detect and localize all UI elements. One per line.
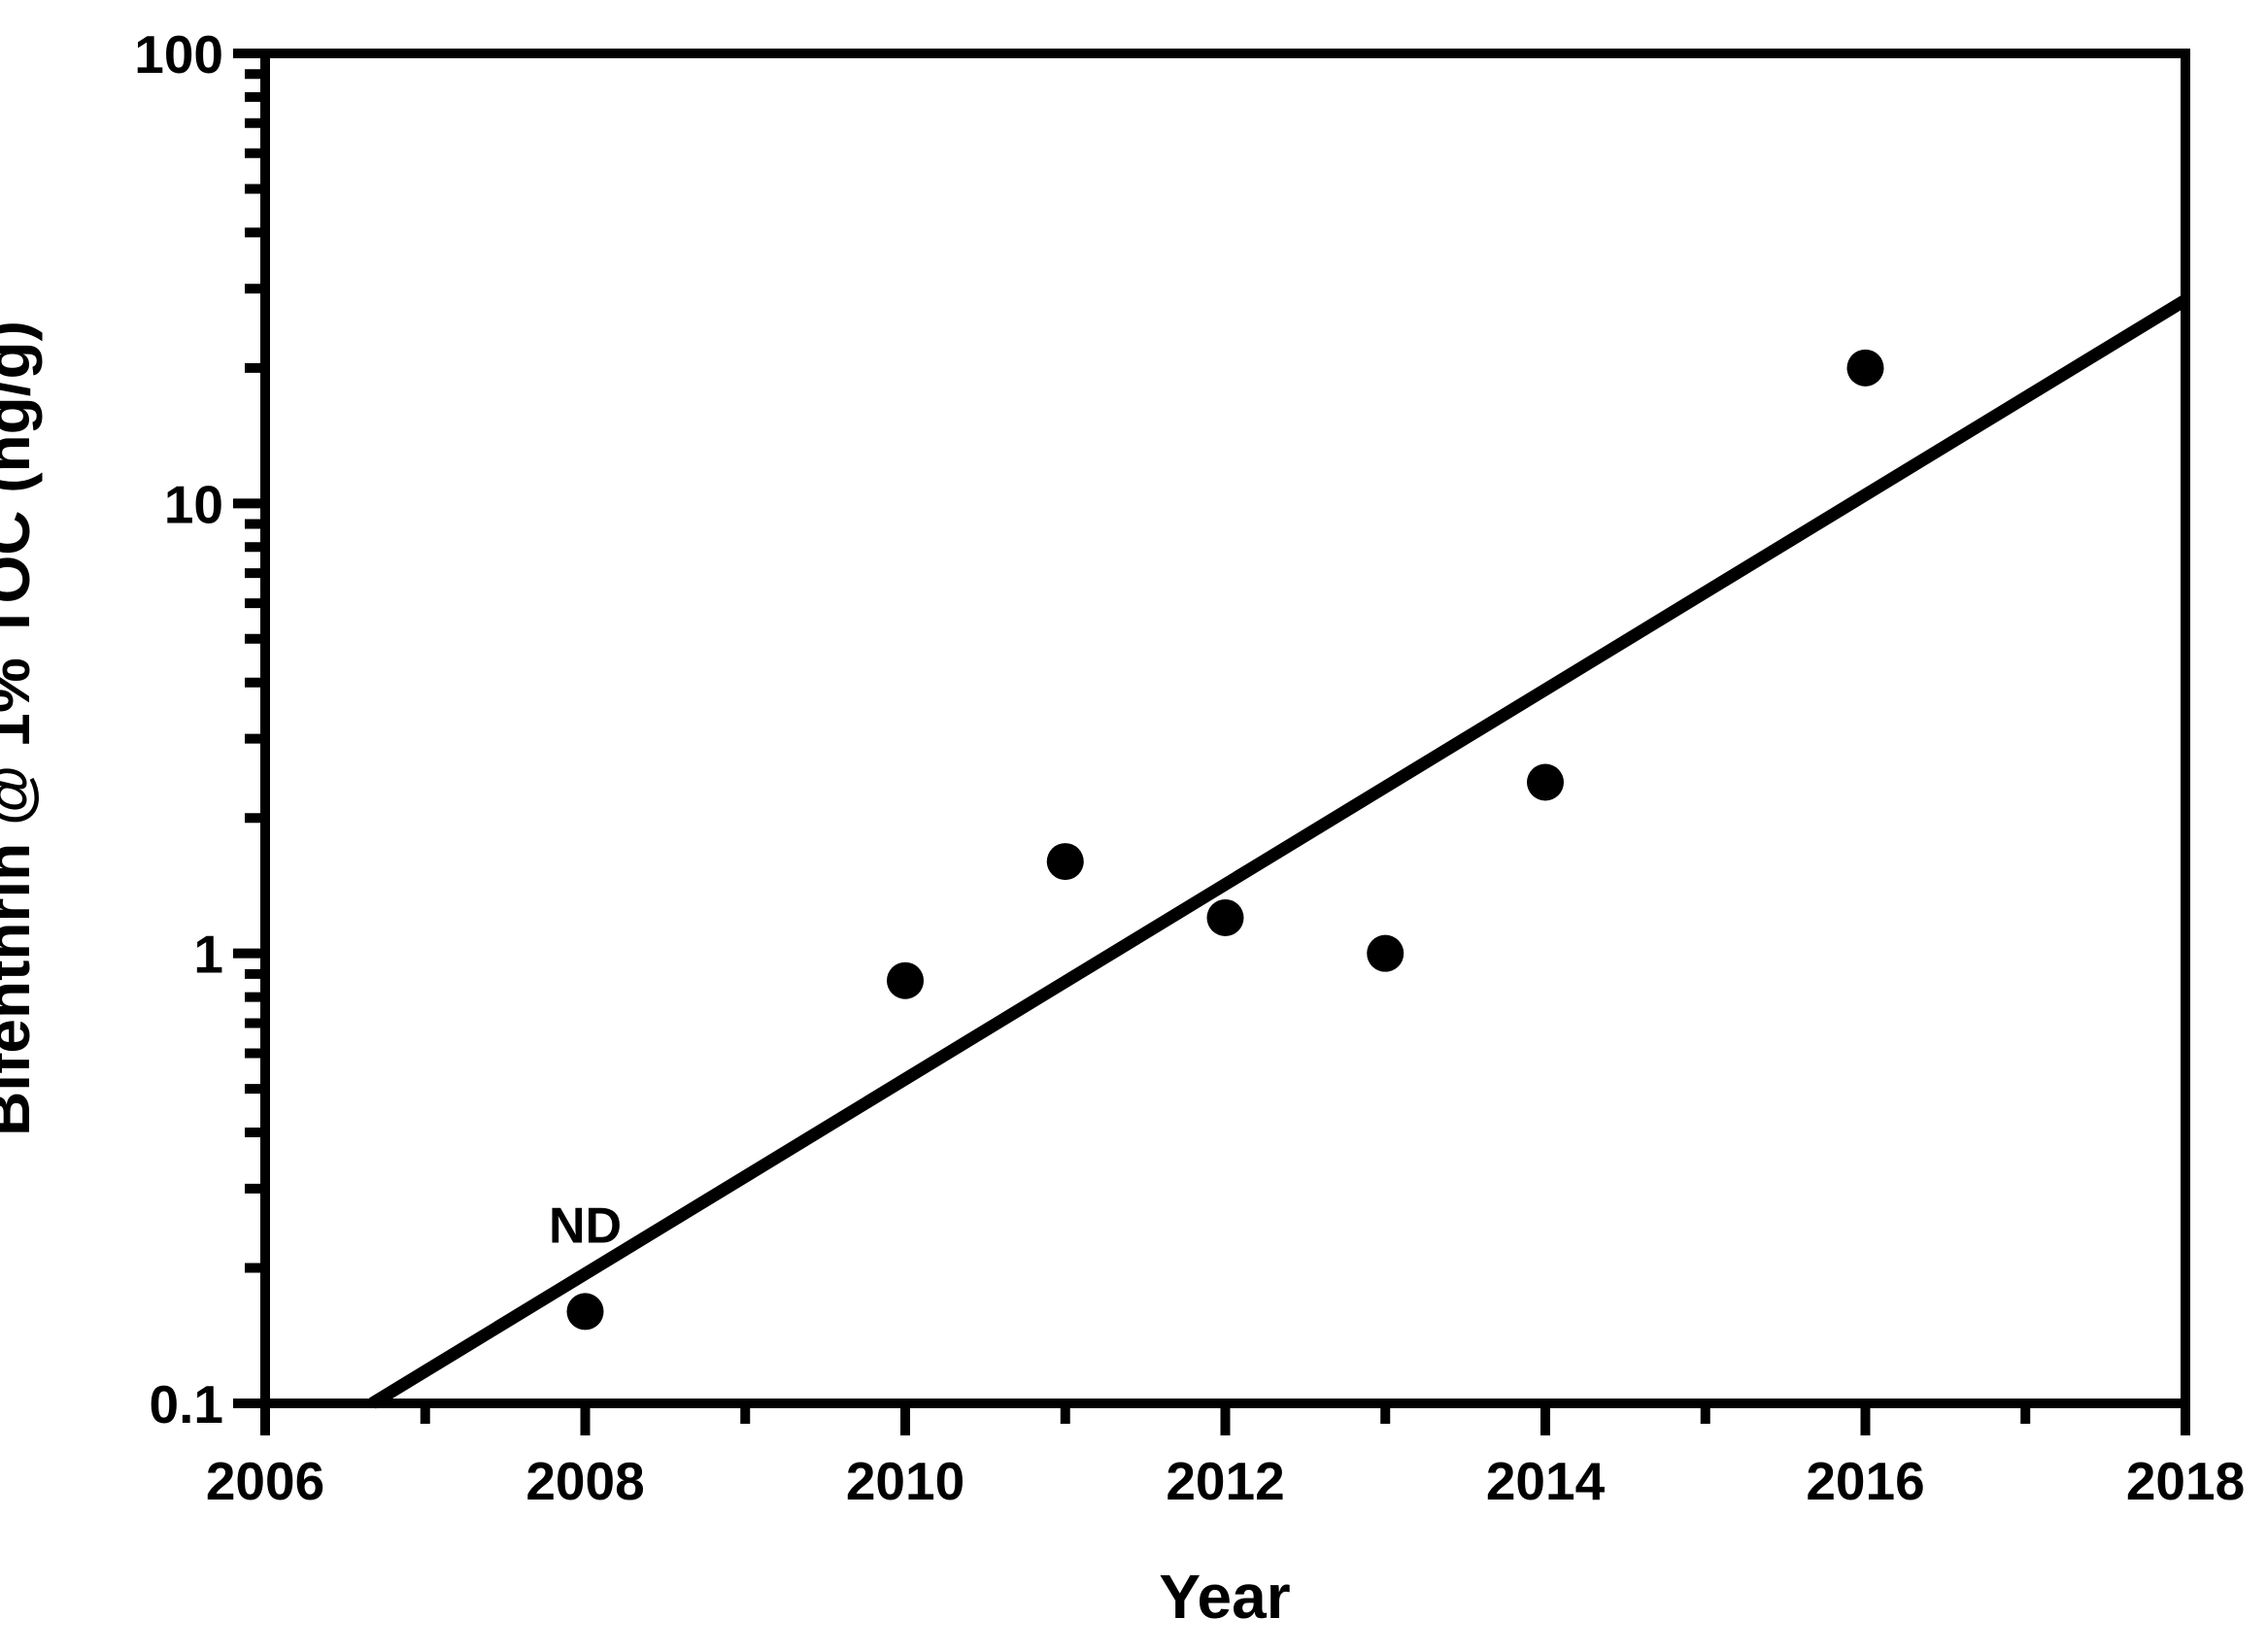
x-axis-tick-label: 2006 — [206, 1451, 324, 1511]
data-point — [887, 961, 924, 999]
y-axis-tick-label: 0.1 — [150, 1374, 223, 1434]
x-axis-tick-label: 2008 — [525, 1451, 644, 1511]
x-axis-title: Year — [1159, 1562, 1290, 1632]
x-axis-tick-label: 2012 — [1166, 1451, 1284, 1511]
x-axis-tick-label: 2010 — [846, 1451, 964, 1511]
x-axis-tick-label: 2016 — [1806, 1451, 1924, 1511]
nd-annotation: ND — [549, 1198, 622, 1255]
y-axis-tick-label: 1 — [193, 925, 223, 985]
data-point — [1846, 349, 1884, 387]
data-point — [566, 1293, 604, 1331]
y-axis-tick-label: 10 — [164, 474, 223, 534]
data-point — [1367, 934, 1404, 972]
y-axis-title: Bifenthrin @ 1% TOC (ng/g) — [0, 320, 43, 1136]
trend-line — [369, 294, 2189, 1409]
data-point — [1046, 843, 1084, 881]
x-axis-tick-label: 2018 — [2126, 1451, 2245, 1511]
data-point — [1206, 898, 1244, 936]
y-axis-tick-label: 100 — [134, 24, 223, 84]
x-axis-tick-label: 2014 — [1486, 1451, 1606, 1511]
data-point — [1527, 763, 1564, 801]
